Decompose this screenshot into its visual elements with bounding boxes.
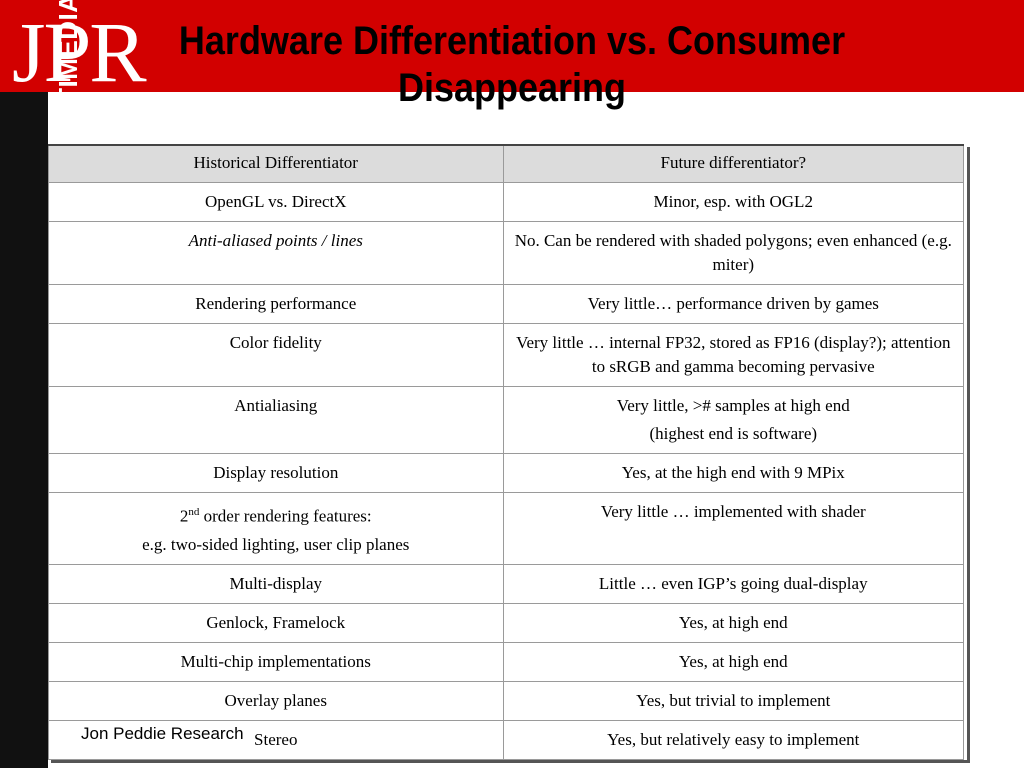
cell-future: Yes, at high end	[502, 641, 965, 682]
cell-historical: Multi-chip implementations	[48, 641, 504, 682]
cell-historical: Stereo	[48, 719, 504, 760]
cell-future: Yes, but trivial to implement	[502, 680, 965, 721]
cell-future: Very little, ># samples at high end (hig…	[502, 386, 965, 454]
cell-future: Very little… performance driven by games	[502, 284, 965, 324]
table-row: Color fidelity Very little … internal FP…	[48, 323, 965, 387]
cell-historical-line-1: 2nd order rendering features:	[57, 500, 495, 529]
ordinal-suffix: nd	[188, 506, 200, 518]
table-row: OpenGL vs. DirectX Minor, esp. with OGL2	[48, 182, 965, 222]
cell-historical: Rendering performance	[48, 284, 504, 324]
header-future: Future differentiator?	[502, 144, 965, 183]
cell-historical: Multi-display	[48, 563, 504, 604]
cell-historical: Anti-aliased points / lines	[48, 221, 504, 285]
ordinal-number: 2	[179, 506, 189, 526]
header-historical: Historical Differentiator	[48, 144, 504, 183]
sidebar-bar	[0, 92, 48, 768]
cell-future: Little … even IGP’s going dual-display	[502, 563, 965, 604]
cell-future: No. Can be rendered with shaded polygons…	[502, 221, 965, 285]
title-line-2: Disappearing	[397, 66, 627, 110]
table-row: Display resolution Yes, at the high end …	[48, 453, 965, 493]
cell-future: Yes, at high end	[502, 602, 965, 643]
cell-future: Very little … internal FP32, stored as F…	[502, 323, 965, 387]
differentiator-table: Historical Differentiator Future differe…	[48, 144, 967, 760]
cell-future: Yes, at the high end with 9 MPix	[502, 453, 965, 493]
cell-historical-line-2: e.g. two-sided lighting, user clip plane…	[142, 534, 410, 554]
title-line-1: Hardware Differentiation vs. Consumer	[178, 19, 846, 63]
cell-text: order rendering features:	[199, 506, 372, 526]
table-row: Rendering performance Very little… perfo…	[48, 284, 965, 324]
cell-historical: Overlay planes	[48, 680, 504, 721]
table-row: 2nd order rendering features: e.g. two-s…	[48, 492, 965, 565]
table-row: Stereo Yes, but relatively easy to imple…	[48, 719, 965, 760]
table-row: Anti-aliased points / lines No. Can be r…	[48, 221, 965, 285]
jpr-logo: JPR	[12, 4, 147, 100]
table-header-row: Historical Differentiator Future differe…	[48, 144, 965, 183]
header-bar	[0, 0, 1024, 92]
cell-future-line-1: Very little, ># samples at high end	[616, 396, 850, 415]
cell-historical: 2nd order rendering features: e.g. two-s…	[48, 492, 504, 565]
table-row: Genlock, Framelock Yes, at high end	[48, 602, 965, 643]
cell-future: Very little … implemented with shader	[502, 492, 965, 565]
cell-historical: Genlock, Framelock	[48, 602, 504, 643]
cell-future: Minor, esp. with OGL2	[502, 182, 965, 222]
cell-historical: Display resolution	[48, 453, 504, 493]
cell-historical: OpenGL vs. DirectX	[48, 182, 504, 222]
cell-historical: Antialiasing	[48, 386, 504, 454]
table-row: Overlay planes Yes, but trivial to imple…	[48, 680, 965, 721]
cell-future-line-2: (highest end is software)	[649, 424, 818, 443]
footer-text: Jon Peddie Research	[81, 724, 244, 743]
table-row: Multi-chip implementations Yes, at high …	[48, 641, 965, 682]
table-row: Antialiasing Very little, ># samples at …	[48, 386, 965, 454]
slide-title: Hardware Differentiation vs. Consumer Di…	[123, 18, 901, 112]
cell-historical: Color fidelity	[48, 323, 504, 387]
cell-future: Yes, but relatively easy to implement	[502, 719, 965, 760]
table-row: Multi-display Little … even IGP’s going …	[48, 563, 965, 604]
